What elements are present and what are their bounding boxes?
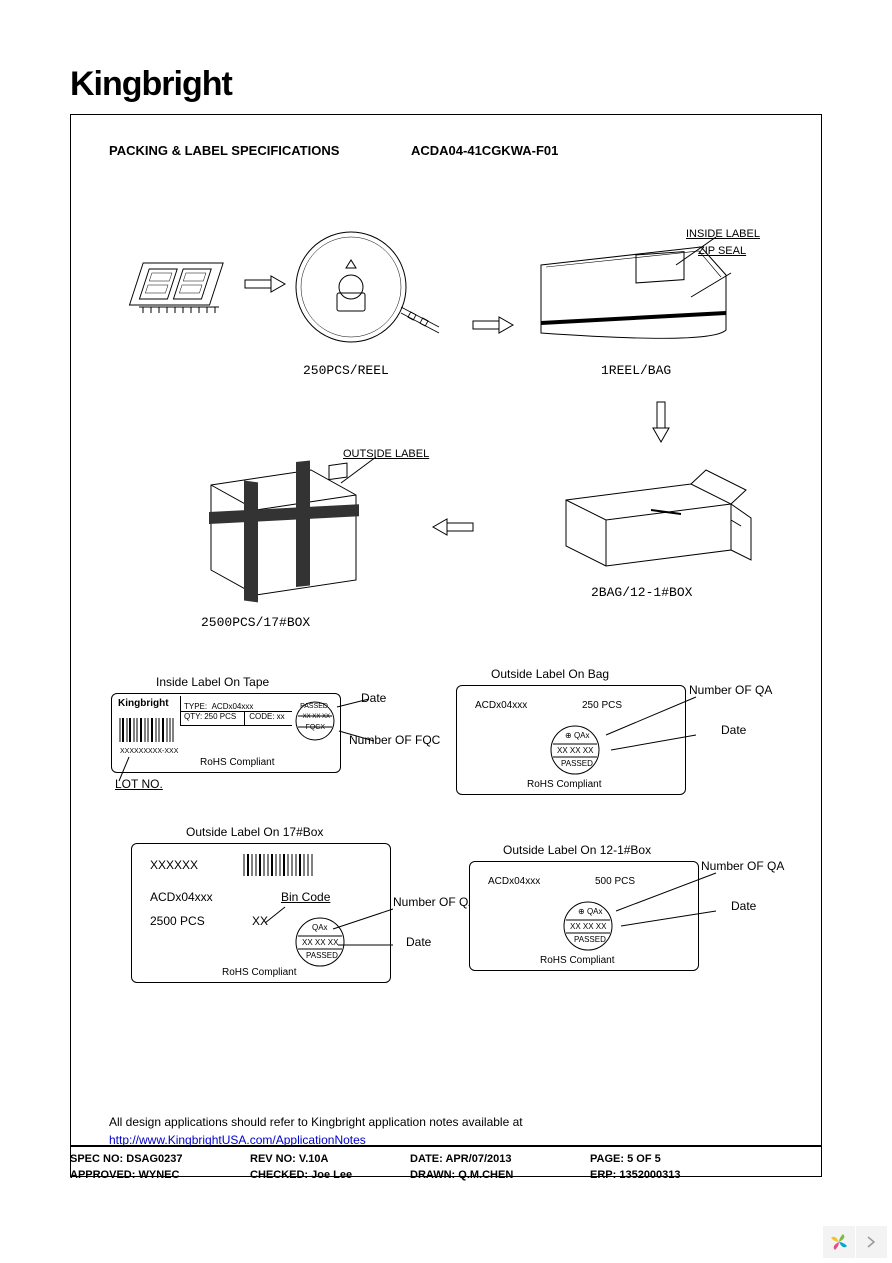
- callout-lines: [601, 695, 721, 775]
- checked-value: Joe Lee: [311, 1169, 352, 1181]
- arrow-icon: [471, 313, 515, 337]
- spec-no-label: SPEC NO:: [70, 1153, 123, 1165]
- rev-label: REV NO:: [250, 1153, 296, 1165]
- stamp-passed: PASSED: [561, 759, 593, 768]
- qa-callout: Number OF QA: [393, 895, 476, 909]
- stamp-passed: PASSED: [574, 935, 606, 944]
- diagram-area: 250PCS/REEL INSIDE LABEL ZIP SEAL 1REEL/…: [71, 115, 821, 1176]
- fqc-callout: Number OF FQC: [349, 733, 440, 747]
- code-value: xx: [277, 712, 285, 725]
- drawn-label: DRAWN:: [410, 1169, 455, 1181]
- type-value: ACDx04xxx: [212, 702, 254, 711]
- date-callout: Date: [721, 723, 746, 737]
- bag-type: ACDx04xxx: [475, 700, 527, 711]
- box17-label-title: Outside Label On 17#Box: [186, 825, 323, 839]
- stamp-mid: XX XX XX: [570, 922, 606, 931]
- content-frame: PACKING & LABEL SPECIFICATIONS ACDA04-41…: [70, 114, 822, 1177]
- reel-icon: [289, 225, 449, 355]
- box17-qty: 2500 PCS: [150, 914, 205, 928]
- spec-no: DSAG0237: [126, 1153, 182, 1165]
- rohs-text: RoHS Compliant: [540, 955, 614, 966]
- checked-label: CHECKED:: [250, 1169, 308, 1181]
- page-label: PAGE:: [590, 1153, 624, 1165]
- box17-type: ACDx04xxx: [150, 890, 213, 904]
- erp-label: ERP:: [590, 1169, 616, 1181]
- outer-box-caption: 2500PCS/17#BOX: [201, 615, 310, 630]
- stamp-qa: ⊕ QAx: [578, 907, 603, 916]
- lot-callout: LOT NO.: [115, 777, 163, 791]
- widget-logo-icon[interactable]: [823, 1226, 855, 1258]
- qty-label: QTY:: [184, 712, 202, 725]
- qty-value: 250 PCS: [204, 712, 236, 725]
- approved-value: WYNEC: [138, 1169, 179, 1181]
- outside-label-callout: OUTSIDE LABEL: [343, 448, 429, 460]
- bin-code-label: Bin Code: [281, 890, 330, 904]
- bag-caption: 1REEL/BAG: [601, 363, 671, 378]
- rohs-text: RoHS Compliant: [527, 779, 601, 790]
- tape-label-title: Inside Label On Tape: [156, 675, 269, 689]
- date-callout: Date: [361, 691, 386, 705]
- stamp-qa: ⊕ QAx: [565, 731, 590, 740]
- stamp-mid: XX XX XX: [557, 746, 593, 755]
- box12-label-title: Outside Label On 12-1#Box: [503, 843, 651, 857]
- date-callout: Date: [731, 899, 756, 913]
- erp-value: 1352000313: [619, 1169, 680, 1181]
- inner-box-caption: 2BAG/12-1#BOX: [591, 585, 692, 600]
- date-value: APR/07/2013: [445, 1153, 511, 1165]
- arrow-down-icon: [649, 400, 673, 444]
- drawn-value: Q.M.CHEN: [458, 1169, 513, 1181]
- arrow-icon: [243, 272, 287, 296]
- rev-no: V.10A: [299, 1153, 329, 1165]
- page: Kingbright PACKING & LABEL SPECIFICATION…: [70, 65, 822, 1177]
- barcode-icon: [118, 716, 176, 750]
- callout-lines: [263, 905, 423, 975]
- qa-callout: Number OF QA: [701, 859, 784, 873]
- lot-placeholder: XXXXXXXXX-XXX: [120, 748, 178, 755]
- page-widget: [822, 1226, 887, 1258]
- brand-logo: Kingbright: [70, 65, 822, 104]
- reel-caption: 250PCS/REEL: [303, 363, 389, 378]
- barcode-icon: [242, 852, 322, 878]
- bag-label-title: Outside Label On Bag: [491, 667, 609, 681]
- qa-callout: Number OF QA: [689, 683, 772, 697]
- spec-footer: SPEC NO: DSAG0237 REV NO: V.10A DATE: AP…: [70, 1145, 822, 1185]
- outer-box-icon: [191, 445, 391, 605]
- inner-box-icon: [551, 460, 761, 580]
- zip-seal-callout: ZIP SEAL: [698, 245, 746, 257]
- widget-next-button[interactable]: [856, 1226, 888, 1258]
- page-value: 5 OF 5: [627, 1153, 661, 1165]
- box17-ph: XXXXXX: [150, 858, 198, 872]
- callout-lines: [611, 871, 741, 951]
- code-label: CODE:: [244, 712, 274, 725]
- date-label: DATE:: [410, 1153, 443, 1165]
- component-icon: [111, 245, 241, 325]
- type-label: TYPE:: [184, 702, 207, 711]
- date-callout: Date: [406, 935, 431, 949]
- arrow-left-icon: [431, 515, 475, 539]
- inside-label-callout: INSIDE LABEL: [686, 228, 760, 240]
- box12-type: ACDx04xxx: [488, 876, 540, 887]
- footer-note-text: All design applications should refer to …: [109, 1115, 523, 1129]
- approved-label: APPROVED:: [70, 1169, 135, 1181]
- rohs-text: RoHS Compliant: [200, 757, 274, 768]
- tape-brand: Kingbright: [118, 698, 169, 709]
